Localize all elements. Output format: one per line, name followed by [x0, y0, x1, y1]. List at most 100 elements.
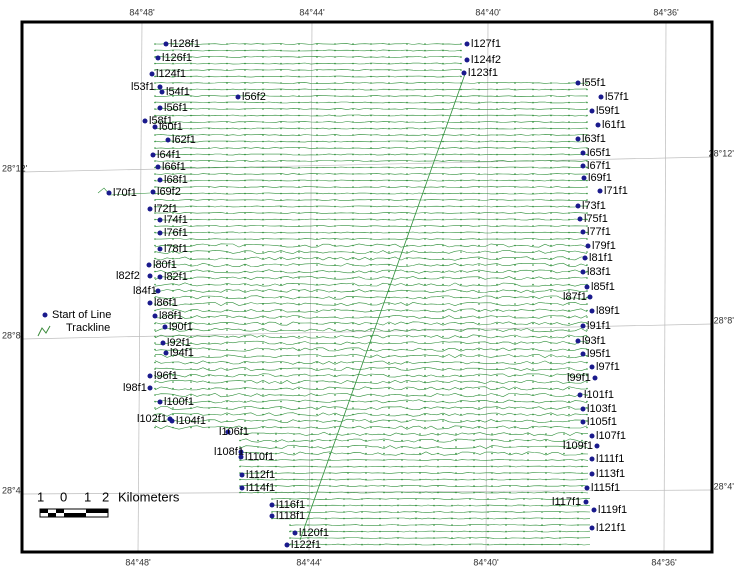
- track-dot: [509, 465, 511, 468]
- track-dot: [586, 368, 588, 370]
- track-dot: [586, 374, 588, 377]
- start-dot: [238, 449, 244, 455]
- line-label: l83f1: [587, 266, 611, 278]
- track-dot: [406, 316, 408, 318]
- track-dot: [491, 465, 493, 468]
- track-dot: [352, 173, 354, 175]
- track-dot: [460, 225, 462, 227]
- track-dot: [442, 56, 444, 58]
- track-dot: [316, 296, 318, 299]
- track-dot: [496, 140, 498, 143]
- track-dot: [154, 225, 156, 227]
- track-dot: [280, 82, 282, 84]
- track-dot: [172, 192, 174, 195]
- track-dot: [226, 296, 228, 299]
- track-dot: [244, 400, 246, 403]
- track-dot: [370, 348, 372, 351]
- track-dot: [424, 69, 426, 71]
- line-label: l118f1: [276, 510, 305, 522]
- track-dot: [334, 264, 336, 266]
- track-dot: [532, 173, 534, 175]
- track-dot: [532, 231, 534, 234]
- track-dot: [298, 368, 300, 370]
- track-dot: [154, 62, 156, 65]
- track-dot: [226, 387, 228, 390]
- track-dot: [172, 231, 174, 234]
- track-dot: [442, 153, 444, 156]
- track-dot: [406, 153, 408, 156]
- line-label: l101f1: [584, 389, 614, 401]
- track-dot: [244, 140, 246, 143]
- track-dot: [397, 543, 399, 546]
- track-dot: [239, 446, 241, 448]
- track-dot: [275, 478, 277, 481]
- track-dot: [334, 342, 336, 344]
- track-dot: [406, 394, 408, 396]
- track-dot: [370, 49, 372, 52]
- track-dot: [424, 173, 426, 175]
- track-dot: [298, 296, 300, 299]
- track-dot: [532, 264, 534, 266]
- track-dot: [298, 140, 300, 143]
- track-dot: [509, 452, 511, 455]
- start-dot: [575, 203, 581, 209]
- track-dot: [469, 517, 471, 520]
- track-dot: [262, 316, 264, 318]
- track-dot: [352, 322, 354, 325]
- track-dot: [424, 348, 426, 351]
- track-dot: [352, 413, 354, 416]
- track-dot: [424, 121, 426, 123]
- track-dot: [532, 134, 534, 136]
- track-dot: [496, 95, 498, 97]
- track-dot: [496, 127, 498, 130]
- track-dot: [527, 459, 529, 461]
- track-dot: [172, 394, 174, 396]
- track-dot: [388, 264, 390, 266]
- track-dot: [388, 355, 390, 357]
- track-dot: [514, 218, 516, 221]
- track-dot: [487, 524, 489, 526]
- track-dot: [298, 244, 300, 247]
- track-dot: [568, 88, 570, 91]
- track-dot: [550, 231, 552, 234]
- track-dot: [496, 108, 498, 110]
- track-dot: [424, 251, 426, 253]
- track-dot: [478, 147, 480, 149]
- track-dot: [334, 49, 336, 52]
- track-dot: [532, 270, 534, 273]
- track-dot: [496, 134, 498, 136]
- track-dot: [460, 62, 462, 65]
- track-dot: [437, 446, 439, 448]
- track-dot: [190, 49, 192, 52]
- track-dot: [550, 153, 552, 156]
- track-dot: [568, 394, 570, 396]
- track-dot: [172, 368, 174, 370]
- track-dot: [226, 166, 228, 169]
- track-dot: [316, 309, 318, 312]
- track-dot: [514, 225, 516, 227]
- track-dot: [343, 524, 345, 526]
- start-dot: [238, 454, 244, 460]
- trackline: [239, 485, 589, 487]
- track-dot: [316, 95, 318, 97]
- track-dot: [406, 400, 408, 403]
- track-dot: [316, 62, 318, 65]
- track-dot: [442, 257, 444, 260]
- track-dot: [568, 231, 570, 234]
- line-label: l111f1: [596, 453, 624, 465]
- track-dot: [190, 114, 192, 117]
- track-dot: [334, 218, 336, 221]
- start-dot: [147, 300, 153, 306]
- track-dot: [298, 277, 300, 279]
- track-dot: [401, 478, 403, 481]
- track-dot: [532, 199, 534, 201]
- track-dot: [460, 361, 462, 364]
- track-dot: [244, 147, 246, 149]
- scale-label: 1: [37, 489, 44, 504]
- track-dot: [586, 270, 588, 273]
- track-dot: [226, 309, 228, 312]
- track-dot: [388, 205, 390, 208]
- track-dot: [496, 244, 498, 247]
- track-dot: [437, 491, 439, 494]
- track-dot: [424, 225, 426, 227]
